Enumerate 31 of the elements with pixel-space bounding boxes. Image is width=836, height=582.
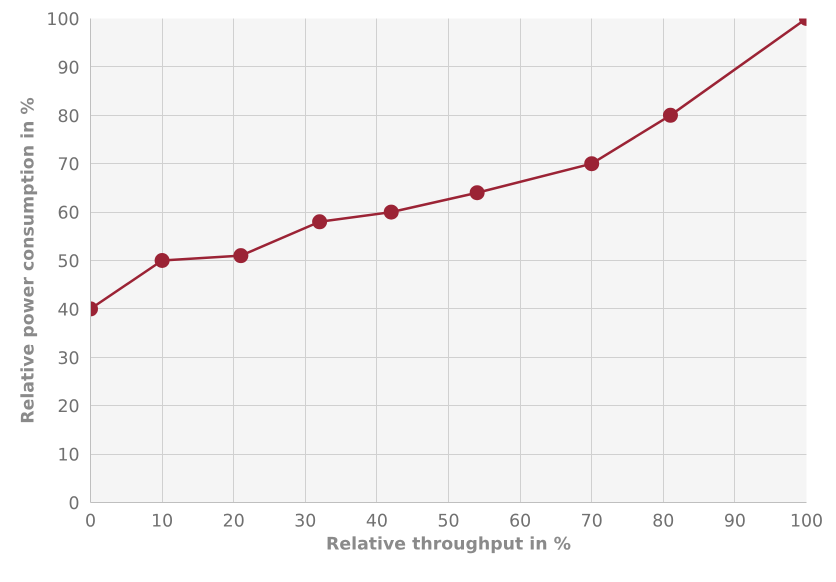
point bbox=[470, 185, 485, 200]
y-tick-label: 80 bbox=[57, 106, 80, 127]
point bbox=[384, 204, 399, 220]
x-tick-label: 30 bbox=[294, 512, 316, 532]
y-tick-label: 60 bbox=[57, 204, 80, 224]
x-axis-title: Relative throughput in % bbox=[326, 534, 571, 554]
y-tick-label: 70 bbox=[57, 155, 80, 176]
x-tick-label: 20 bbox=[222, 512, 245, 532]
x-tick-label: 40 bbox=[366, 512, 388, 532]
y-tick-label: 30 bbox=[57, 348, 80, 369]
y-tick-label: 0 bbox=[68, 494, 80, 514]
x-tick-label: 80 bbox=[652, 512, 674, 532]
point bbox=[312, 214, 328, 230]
x-tick-label: 10 bbox=[151, 512, 174, 532]
point bbox=[154, 253, 170, 268]
point bbox=[584, 156, 600, 172]
point bbox=[233, 248, 248, 264]
y-tick-label: 100 bbox=[46, 10, 80, 30]
x-tick-label: 90 bbox=[724, 512, 746, 532]
x-tick-label: 50 bbox=[437, 512, 460, 532]
y-tick-label: 10 bbox=[57, 446, 80, 466]
x-tick-label: 0 bbox=[84, 512, 96, 532]
x-tick-label: 70 bbox=[580, 512, 603, 532]
y-axis-title: Relative power consumption in % bbox=[18, 97, 38, 424]
y-tick-label: 40 bbox=[57, 300, 80, 320]
y-tick-label: 20 bbox=[57, 397, 80, 418]
x-tick-label: 100 bbox=[790, 512, 824, 532]
y-tick-label: 50 bbox=[57, 252, 80, 272]
x-tick-label: 60 bbox=[509, 512, 532, 532]
point bbox=[662, 108, 678, 123]
y-tick-label: 90 bbox=[57, 58, 80, 78]
